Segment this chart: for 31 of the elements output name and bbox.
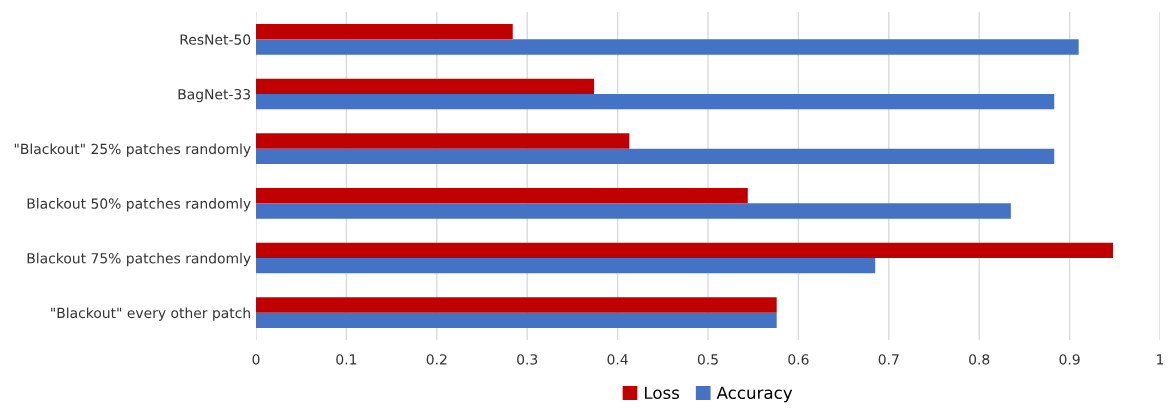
bar	[256, 39, 1079, 55]
x-tick-label: 0.6	[788, 354, 809, 365]
y-tick-label: ResNet-50	[180, 34, 251, 45]
y-tick-label: "Blackout" 25% patches randomly	[14, 143, 251, 157]
x-tick-label: 0.3	[517, 354, 538, 365]
x-tick-label: 0.5	[697, 354, 718, 365]
bar	[256, 133, 630, 149]
x-tick-label: 0.9	[1059, 354, 1080, 365]
x-tick-label: 1	[1157, 354, 1164, 365]
bar	[256, 78, 595, 94]
bar	[256, 24, 513, 40]
bar	[256, 297, 777, 313]
y-tick-label: Blackout 75% patches randomly	[27, 252, 251, 267]
y-tick-label: Blackout 50% patches randomly	[27, 198, 251, 212]
bar	[256, 94, 1055, 110]
y-tick-label: BagNet-33	[178, 88, 251, 103]
bar	[256, 148, 1055, 164]
bar	[256, 188, 748, 204]
bar	[256, 203, 1011, 219]
bar	[256, 258, 876, 274]
x-tick-label: 0.1	[336, 354, 357, 365]
legend-label: Loss	[644, 386, 680, 400]
x-tick-label: 0.8	[969, 354, 990, 365]
x-tick-label: 0.2	[426, 354, 447, 365]
bar	[256, 242, 1113, 258]
x-tick-label: 0	[252, 354, 260, 365]
x-tick-label: 0.4	[607, 354, 628, 365]
legend-label: Accuracy	[716, 386, 793, 403]
bar	[256, 312, 777, 328]
x-tick-label: 0.7	[878, 354, 899, 365]
y-tick-label: "Blackout" every other patch	[51, 307, 250, 321]
